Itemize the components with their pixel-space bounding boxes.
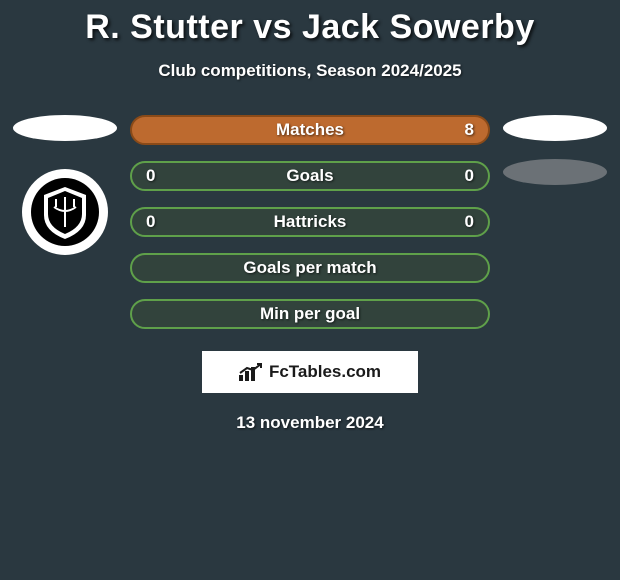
comparison-row: Matches 8 0 Goals 0 0 Hattricks 0 Goals per matc… [0, 115, 620, 329]
stat-label: Matches [276, 120, 344, 140]
right-player-col [500, 115, 610, 185]
stat-bar: 0 Goals 0 [130, 161, 490, 191]
left-player-col [10, 115, 120, 255]
shield-icon [30, 177, 100, 247]
stat-label: Goals per match [243, 258, 376, 278]
stat-bar: Min per goal [130, 299, 490, 329]
stat-left-value: 0 [146, 166, 155, 186]
stat-right-value: 0 [465, 166, 474, 186]
stat-label: Min per goal [260, 304, 360, 324]
stat-label: Goals [286, 166, 333, 186]
footer-logo[interactable]: FcTables.com [202, 351, 418, 393]
stat-left-value: 0 [146, 212, 155, 232]
stat-bar: 0 Hattricks 0 [130, 207, 490, 237]
date-line: 13 november 2024 [0, 413, 620, 433]
page-title: R. Stutter vs Jack Sowerby [0, 0, 620, 47]
subtitle: Club competitions, Season 2024/2025 [0, 61, 620, 81]
bar-chart-icon [239, 363, 263, 381]
footer-logo-text: FcTables.com [269, 362, 381, 382]
club-badge-left [22, 169, 108, 255]
stat-right-value: 0 [465, 212, 474, 232]
player-slot-right [503, 115, 607, 141]
player-slot-left [13, 115, 117, 141]
stat-bar: Goals per match [130, 253, 490, 283]
stats-column: Matches 8 0 Goals 0 0 Hattricks 0 Goals per matc… [130, 115, 490, 329]
club-slot-right [503, 159, 607, 185]
stat-right-value: 8 [465, 120, 474, 140]
stat-bar: Matches 8 [130, 115, 490, 145]
stat-label: Hattricks [274, 212, 347, 232]
